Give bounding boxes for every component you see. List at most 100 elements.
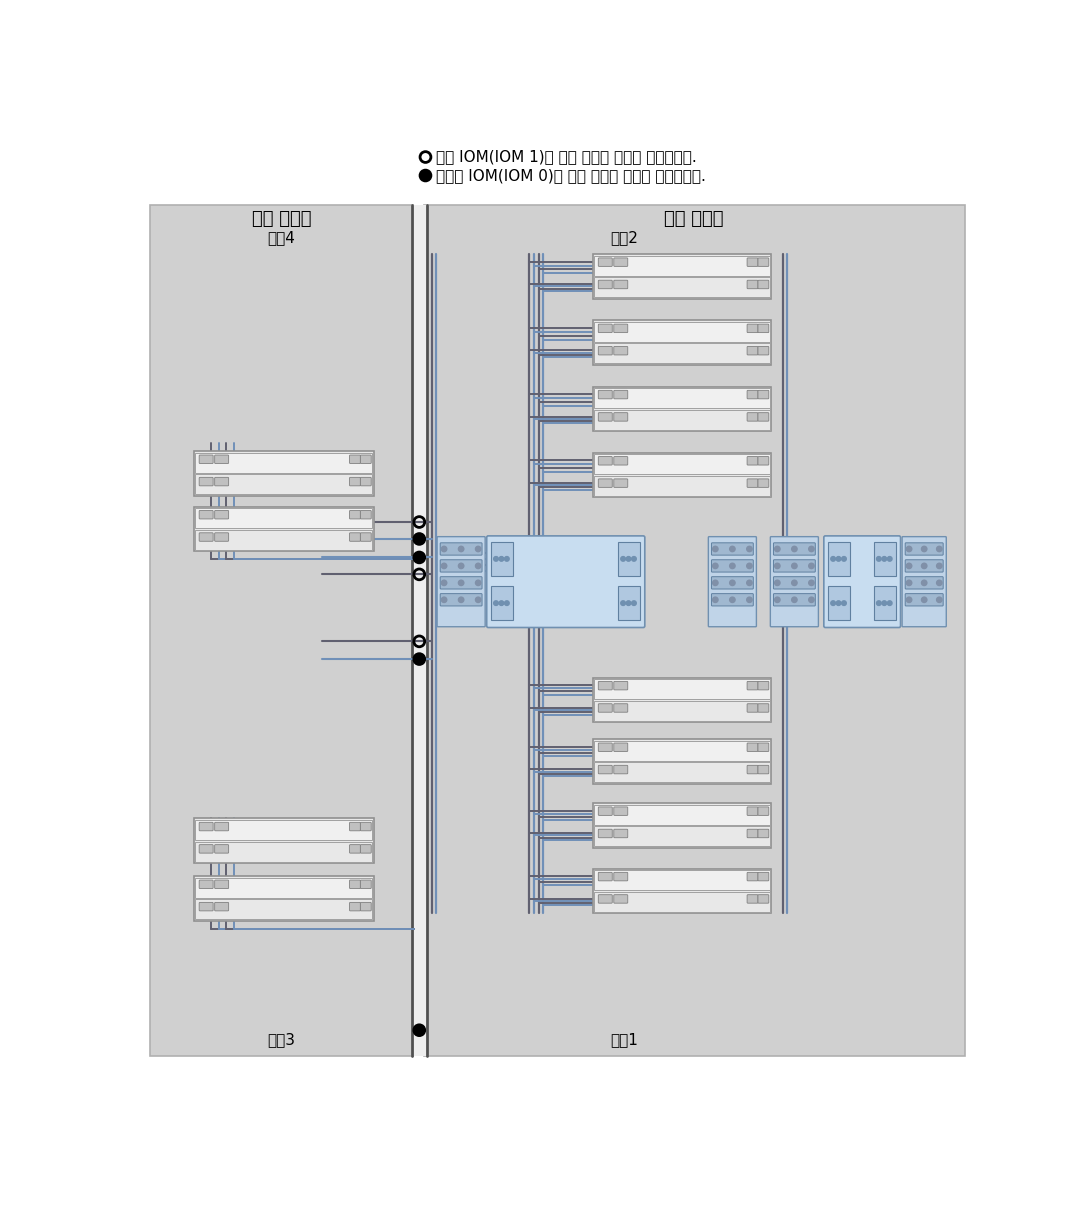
FancyBboxPatch shape xyxy=(349,844,360,853)
FancyBboxPatch shape xyxy=(215,478,229,486)
FancyBboxPatch shape xyxy=(748,280,758,288)
Bar xyxy=(592,452,771,497)
FancyBboxPatch shape xyxy=(758,412,769,421)
Bar xyxy=(592,739,771,784)
Circle shape xyxy=(413,654,424,665)
Circle shape xyxy=(626,556,630,561)
FancyBboxPatch shape xyxy=(758,766,769,774)
Circle shape xyxy=(475,546,481,551)
FancyBboxPatch shape xyxy=(598,830,612,838)
Bar xyxy=(195,452,372,473)
Circle shape xyxy=(882,556,886,561)
FancyBboxPatch shape xyxy=(598,280,612,288)
FancyBboxPatch shape xyxy=(200,902,213,911)
Bar xyxy=(595,891,769,912)
FancyBboxPatch shape xyxy=(200,880,213,889)
Circle shape xyxy=(877,601,881,605)
FancyBboxPatch shape xyxy=(748,391,758,399)
FancyBboxPatch shape xyxy=(748,479,758,487)
FancyBboxPatch shape xyxy=(758,280,769,288)
FancyBboxPatch shape xyxy=(774,560,815,572)
FancyBboxPatch shape xyxy=(905,543,943,555)
FancyBboxPatch shape xyxy=(598,346,612,355)
FancyBboxPatch shape xyxy=(712,576,753,589)
Bar xyxy=(829,586,851,620)
FancyBboxPatch shape xyxy=(748,766,758,774)
FancyBboxPatch shape xyxy=(598,895,612,903)
FancyBboxPatch shape xyxy=(200,533,213,541)
Bar xyxy=(618,586,640,620)
Circle shape xyxy=(413,552,424,563)
Circle shape xyxy=(775,563,780,568)
FancyBboxPatch shape xyxy=(758,346,769,355)
Bar xyxy=(595,277,769,297)
Bar xyxy=(195,529,372,550)
Circle shape xyxy=(494,601,498,605)
Circle shape xyxy=(459,597,464,603)
Circle shape xyxy=(499,601,503,605)
Bar xyxy=(618,541,640,575)
Text: 체인1: 체인1 xyxy=(610,1032,638,1047)
Circle shape xyxy=(413,1025,424,1036)
FancyBboxPatch shape xyxy=(748,872,758,880)
Circle shape xyxy=(837,601,841,605)
Circle shape xyxy=(936,546,942,551)
Circle shape xyxy=(936,563,942,568)
Circle shape xyxy=(631,601,636,605)
FancyBboxPatch shape xyxy=(770,537,818,627)
Circle shape xyxy=(729,546,736,551)
FancyBboxPatch shape xyxy=(441,543,482,555)
FancyBboxPatch shape xyxy=(748,324,758,333)
Circle shape xyxy=(475,597,481,603)
FancyBboxPatch shape xyxy=(748,258,758,267)
FancyBboxPatch shape xyxy=(748,346,758,355)
Circle shape xyxy=(746,546,752,551)
FancyBboxPatch shape xyxy=(598,258,612,267)
Bar xyxy=(595,740,769,761)
FancyBboxPatch shape xyxy=(349,902,360,911)
FancyBboxPatch shape xyxy=(748,704,758,713)
Circle shape xyxy=(808,597,814,603)
FancyBboxPatch shape xyxy=(774,593,815,605)
Circle shape xyxy=(413,533,424,544)
FancyBboxPatch shape xyxy=(902,537,946,627)
FancyBboxPatch shape xyxy=(441,593,482,605)
Circle shape xyxy=(882,601,886,605)
Text: 위쪽 IOM(IOM 1)에 대한 케이블 연결을 나타냅니다.: 위쪽 IOM(IOM 1)에 대한 케이블 연결을 나타냅니다. xyxy=(436,150,697,164)
Circle shape xyxy=(906,563,911,568)
Circle shape xyxy=(921,546,927,551)
FancyBboxPatch shape xyxy=(774,576,815,589)
Bar xyxy=(595,762,769,783)
Bar xyxy=(195,508,372,528)
Bar xyxy=(595,476,769,496)
FancyBboxPatch shape xyxy=(598,766,612,774)
FancyBboxPatch shape xyxy=(437,537,485,627)
Bar xyxy=(195,842,372,861)
FancyBboxPatch shape xyxy=(215,455,229,463)
FancyBboxPatch shape xyxy=(905,560,943,572)
FancyBboxPatch shape xyxy=(200,455,213,463)
Bar xyxy=(595,826,769,847)
FancyBboxPatch shape xyxy=(614,258,628,267)
Circle shape xyxy=(906,580,911,586)
FancyBboxPatch shape xyxy=(349,880,360,889)
FancyBboxPatch shape xyxy=(200,510,213,519)
FancyBboxPatch shape xyxy=(215,510,229,519)
Bar xyxy=(829,541,851,575)
Circle shape xyxy=(475,580,481,586)
FancyBboxPatch shape xyxy=(441,576,482,589)
Bar xyxy=(595,344,769,363)
FancyBboxPatch shape xyxy=(598,324,612,333)
FancyBboxPatch shape xyxy=(200,844,213,853)
FancyBboxPatch shape xyxy=(360,822,371,831)
Bar xyxy=(595,410,769,429)
Circle shape xyxy=(831,556,835,561)
Circle shape xyxy=(505,556,509,561)
FancyBboxPatch shape xyxy=(905,593,943,605)
Text: 아래쪽 IOM(IOM 0)에 대한 케이블 연결을 나타냅니다.: 아래쪽 IOM(IOM 0)에 대한 케이블 연결을 나타냅니다. xyxy=(436,168,706,183)
Circle shape xyxy=(494,556,498,561)
FancyBboxPatch shape xyxy=(758,704,769,713)
FancyBboxPatch shape xyxy=(748,412,758,421)
FancyBboxPatch shape xyxy=(614,743,628,751)
FancyBboxPatch shape xyxy=(748,807,758,815)
